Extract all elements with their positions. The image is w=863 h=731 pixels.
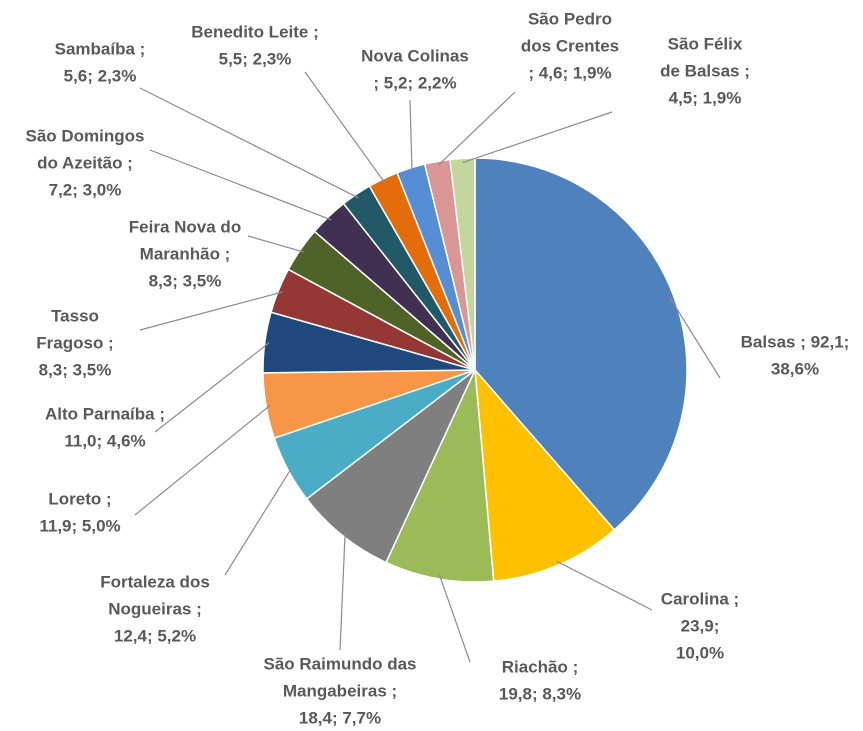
data-label: Maranhão ; [140,244,231,263]
data-label: 8,3; 3,5% [149,271,222,290]
leader-line [149,149,332,221]
data-label: 18,4; 7,7% [299,708,381,727]
data-label: Fragoso ; [36,333,113,352]
leader-line [669,296,721,379]
leader-line [139,87,359,199]
pie-slice [474,157,688,531]
data-label: 8,3; 3,5% [39,360,112,379]
leader-line [437,91,516,166]
data-label: ; 5,2; 2,2% [373,73,456,92]
data-label: 5,6; 2,3% [64,66,137,85]
data-label: Carolina ; [661,589,739,608]
data-label: de Balsas ; [660,61,750,80]
data-label: 11,0; 4,6% [64,431,145,450]
data-label: São Félix [668,34,743,53]
data-label: São Pedro [528,9,612,28]
leader-line [462,111,613,164]
data-label: Loreto ; [48,489,111,508]
data-label: Riachão ; [502,657,579,676]
data-label: São Raimundo das [263,654,416,673]
data-label: Nogueiras ; [108,599,202,618]
pie-slice [385,367,495,583]
leader-line [556,560,653,611]
data-label: 38,6% [771,359,819,378]
data-label: ; 4,6; 1,9% [528,63,611,82]
data-label: Feira Nova do [129,217,241,236]
data-label: Balsas ; 92,1; [741,332,850,351]
data-label: 4,5; 1,9% [669,88,742,107]
leader-line [438,574,471,663]
data-label: 10,0% [676,643,724,662]
leader-line [154,342,270,433]
leader-line [304,71,386,184]
data-label: Sambaíba ; [55,39,146,58]
data-label: do Azeitão ; [37,153,133,172]
leader-line [224,467,293,576]
data-label: Mangabeiras ; [283,681,397,700]
data-label: 23,9; [681,616,720,635]
data-label: Fortaleza dos [100,572,210,591]
leader-line [409,99,413,173]
data-label: 7,2; 3,0% [49,180,122,199]
data-label: Tasso [51,306,99,325]
data-label: Alto Parnaíba ; [45,404,165,423]
leader-line [139,291,283,331]
data-label: Benedito Leite ; [191,22,319,41]
data-label: 11,9; 5,0% [39,516,120,535]
pie-slice [305,369,476,564]
data-label: São Domingos [25,126,144,145]
pie-slice [474,367,616,582]
data-label: 5,5; 2,3% [219,49,292,68]
leader-line [134,404,271,516]
data-label: dos Crentes [521,36,619,55]
data-label: 12,4; 5,2% [114,626,196,645]
leader-line [247,235,305,253]
data-label: Nova Colinas [361,46,469,65]
data-label: 19,8; 8,3% [499,684,581,703]
leader-line [339,532,346,651]
